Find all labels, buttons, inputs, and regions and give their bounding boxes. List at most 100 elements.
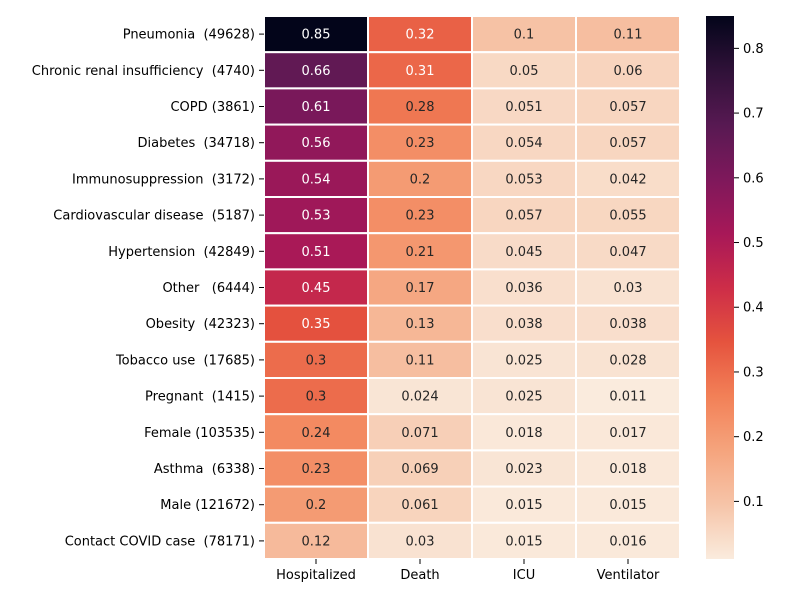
row-label: Diabetes (34718): [138, 136, 255, 151]
cell-value-label: 0.66: [302, 64, 331, 79]
colorbar: 0.1 0.2 0.3 0.4 0.5 0.6 0.7 0.8: [706, 16, 764, 559]
row-labels: Pneumonia (49628) Chronic renal insuffici…: [32, 28, 264, 549]
cell-value-label: 0.015: [505, 534, 542, 549]
row-label: Asthma (6338): [154, 462, 255, 477]
cell-value-label: 0.2: [410, 172, 431, 187]
cell-value-label: 0.038: [505, 317, 542, 332]
cell-value-label: 0.06: [614, 64, 643, 79]
row-label: Other (6444): [162, 281, 255, 296]
cell-value-label: 0.17: [406, 281, 435, 296]
heatmap-cell: [367, 377, 473, 416]
colorbar-tick-label: 0.1: [743, 495, 764, 510]
cell-value-label: 0.053: [505, 172, 542, 187]
column-label: Death: [400, 568, 439, 583]
colorbar-tick-label: 0.2: [743, 430, 764, 445]
cell-value-label: 0.53: [302, 209, 331, 224]
heatmap-cell: [471, 232, 577, 271]
cell-value-label: 0.11: [406, 353, 435, 368]
cell-value-label: 0.015: [505, 498, 542, 513]
cell-value-label: 0.3: [306, 390, 327, 405]
heatmap-cell: [263, 413, 369, 452]
cell-value-label: 0.54: [302, 172, 331, 187]
cell-value-label: 0.05: [510, 64, 539, 79]
heatmap-cell: [575, 87, 681, 126]
heatmap-cell: [263, 340, 369, 379]
row-label: Female (103535): [144, 426, 255, 441]
cell-value-label: 0.45: [302, 281, 331, 296]
heatmap-cell: [367, 196, 473, 235]
colorbar-tick-label: 0.3: [743, 365, 764, 380]
cell-value-label: 0.038: [609, 317, 646, 332]
row-label: Tobacco use (17685): [115, 353, 255, 368]
heatmap-cell: [367, 87, 473, 126]
cell-value-label: 0.057: [609, 136, 646, 151]
heatmap-cell: [263, 268, 369, 307]
cell-value-label: 0.1: [514, 28, 535, 43]
heatmap-cell: [263, 449, 369, 488]
cell-value-label: 0.23: [406, 136, 435, 151]
cell-value-label: 0.054: [505, 136, 542, 151]
cell-value-label: 0.21: [406, 245, 435, 260]
heatmap-cell: [471, 196, 577, 235]
row-label: Obesity (42323): [146, 317, 255, 332]
row-label: Cardiovascular disease (5187): [53, 209, 255, 224]
cell-value-label: 0.036: [505, 281, 542, 296]
row-label: Immunosuppression (3172): [72, 172, 255, 187]
cell-value-label: 0.047: [609, 245, 646, 260]
heatmap-cell: [575, 196, 681, 235]
cell-value-label: 0.11: [614, 28, 643, 43]
heatmap-cell: [367, 123, 473, 162]
colorbar-tick-label: 0.7: [743, 107, 764, 122]
colorbar-tick-label: 0.5: [743, 236, 764, 251]
heatmap-cell: [471, 449, 577, 488]
cell-value-label: 0.61: [302, 100, 331, 115]
heatmap-cell: [367, 51, 473, 90]
cell-value-label: 0.018: [609, 462, 646, 477]
cell-value-label: 0.028: [609, 353, 646, 368]
cell-value-label: 0.2: [306, 498, 327, 513]
colorbar-tick-label: 0.6: [743, 171, 764, 186]
cell-value-label: 0.042: [609, 172, 646, 187]
heatmap-cell: [575, 123, 681, 162]
cell-value-label: 0.13: [406, 317, 435, 332]
heatmap-cell: [471, 159, 577, 199]
cell-value-label: 0.85: [302, 28, 331, 43]
cell-value-label: 0.051: [505, 100, 542, 115]
heatmap-cell: [471, 485, 577, 524]
cell-value-label: 0.025: [505, 353, 542, 368]
cell-value-label: 0.51: [302, 245, 331, 260]
cell-value-label: 0.016: [609, 534, 646, 549]
row-label: Male (121672): [160, 498, 255, 513]
colorbar-gradient: [706, 16, 734, 559]
column-labels: Hospitalized Death ICU Ventilator: [276, 559, 660, 583]
cell-value-label: 0.069: [401, 462, 438, 477]
column-label: ICU: [513, 568, 535, 583]
heatmap-cell: [471, 521, 577, 560]
colorbar-tick-label: 0.8: [743, 42, 764, 57]
cell-value-label: 0.057: [505, 209, 542, 224]
cell-value-label: 0.35: [302, 317, 331, 332]
cell-value-label: 0.56: [302, 136, 331, 151]
cell-value-label: 0.071: [401, 426, 438, 441]
heatmap-cell: [575, 413, 681, 452]
cell-value-label: 0.24: [302, 426, 331, 441]
heatmap-cell: [575, 449, 681, 488]
heatmap-cell: [471, 268, 577, 307]
cell-value-label: 0.024: [401, 390, 438, 405]
column-label: Hospitalized: [276, 568, 356, 583]
cell-value-label: 0.12: [302, 534, 331, 549]
heatmap-cell: [575, 485, 681, 524]
cell-value-label: 0.061: [401, 498, 438, 513]
row-label: Hypertension (42849): [108, 245, 255, 260]
cell-value-label: 0.055: [609, 209, 646, 224]
heatmap-cell: [575, 51, 681, 90]
cell-value-label: 0.023: [505, 462, 542, 477]
row-label: Contact COVID case (78171): [65, 534, 255, 549]
column-label: Ventilator: [597, 568, 660, 583]
cell-value-label: 0.03: [406, 534, 435, 549]
cell-value-label: 0.32: [406, 28, 435, 43]
heatmap-cells: 0.85 0.32 0.1 0.11 0.66 0.31 0.05 0.06 0.61 0.28 0…: [263, 15, 681, 560]
row-label: Pneumonia (49628): [123, 28, 255, 43]
colorbar-tick-label: 0.4: [743, 301, 764, 316]
